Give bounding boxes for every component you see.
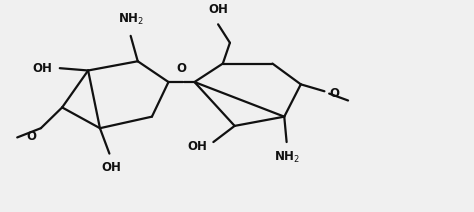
Text: O: O bbox=[329, 87, 339, 100]
Text: OH: OH bbox=[102, 162, 122, 174]
Text: OH: OH bbox=[33, 62, 53, 75]
Text: OH: OH bbox=[187, 140, 207, 153]
Text: OH: OH bbox=[208, 3, 228, 17]
Text: NH$_2$: NH$_2$ bbox=[118, 11, 144, 27]
Text: O: O bbox=[176, 62, 186, 75]
Text: O: O bbox=[26, 130, 36, 142]
Text: NH$_2$: NH$_2$ bbox=[273, 150, 300, 165]
